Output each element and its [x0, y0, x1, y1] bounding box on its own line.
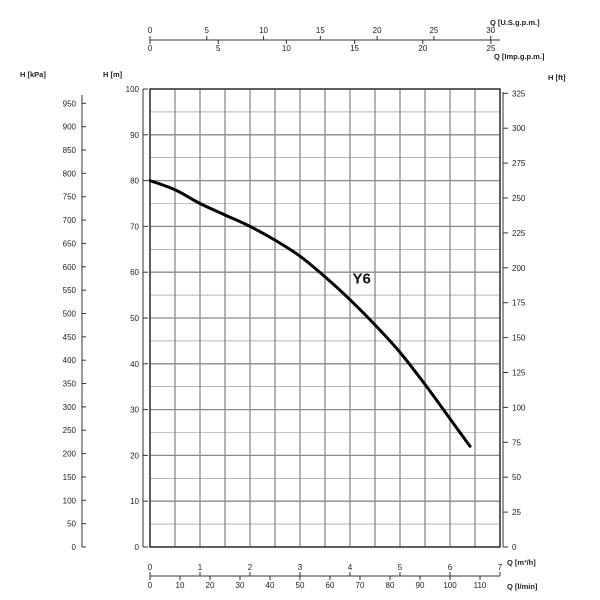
y-axis-m-tick-label: 20 — [130, 451, 139, 460]
y-axis-kpa-tick-label: 150 — [63, 473, 77, 482]
y-axis-kpa-tick-label: 550 — [63, 286, 77, 295]
y-axis-ft-tick-label: 0 — [512, 543, 517, 552]
y-axis-kpa-tick-label: 850 — [63, 146, 77, 155]
y-axis-kpa-tick-label: 300 — [63, 403, 77, 412]
x-axis-usgpm-tick-label: 20 — [373, 26, 382, 35]
x-axis-m3h-tick-label: 0 — [148, 563, 153, 572]
x-axis-usgpm-tick-label: 25 — [429, 26, 438, 35]
y-axis-ft-tick-label: 250 — [512, 194, 526, 203]
x-axis-lmin-tick-label: 90 — [416, 581, 425, 590]
curve-y6 — [148, 179, 472, 448]
bottom-axes: 0 1 2 3 4 5 6 70 10 20 30 40 50 60 70 80 90 100 110 — [148, 563, 503, 590]
x-axis-m3h-tick-label: 7 — [498, 563, 503, 572]
x-axis-lmin-title: Q [l/min] — [507, 582, 538, 591]
y-axis-kpa-tick-label: 50 — [67, 520, 76, 529]
x-axis-lmin-tick-label: 50 — [296, 581, 305, 590]
y-axis-kpa-tick-label: 500 — [63, 309, 77, 318]
x-axis-lmin-tick-label: 70 — [356, 581, 365, 590]
y-axis-m-tick-label: 80 — [130, 177, 139, 186]
x-axis-impgpm-tick-label: 25 — [487, 44, 496, 53]
y-axis-kpa-tick-label: 800 — [63, 169, 77, 178]
x-axis-impgpm-title: Q [Imp.g.p.m.] — [494, 52, 545, 61]
y-axis-m-tick-label: 0 — [135, 543, 140, 552]
top-axes: 0 5 10 15 20 25 300 5 10 15 20 25 — [148, 26, 500, 53]
x-axis-m3h-title: Q [m³/h] — [507, 558, 536, 567]
x-axis-usgpm-title: Q [U.S.g.p.m.] — [490, 18, 540, 27]
y-axis-ft-tick-label: 275 — [512, 159, 526, 168]
y-axis-m-tick-label: 30 — [130, 406, 139, 415]
y-axis-kpa-tick-label: 750 — [63, 193, 77, 202]
x-axis-impgpm-tick-label: 15 — [350, 44, 359, 53]
y-axis-m-tick-label: 70 — [130, 222, 139, 231]
y-axis-m-tick-label: 60 — [130, 268, 139, 277]
x-axis-lmin-tick-label: 20 — [206, 581, 215, 590]
y-axis-kpa-tick-label: 400 — [63, 356, 77, 365]
y-axis-ft-tick-label: 125 — [512, 369, 526, 378]
y-axis-kpa-tick-label: 450 — [63, 333, 77, 342]
y-axis-ft-tick-label: 150 — [512, 334, 526, 343]
x-axis-m3h-tick-label: 4 — [348, 563, 353, 572]
y-axis-kpa-tick-label: 350 — [63, 380, 77, 389]
y-axis-m-tick-label: 40 — [130, 360, 139, 369]
x-axis-usgpm-tick-label: 30 — [486, 26, 495, 35]
y-axis-ft-tick-label: 200 — [512, 264, 526, 273]
y-axis-ft-tick-label: 225 — [512, 229, 526, 238]
curve-label-y6: Y6 — [353, 271, 371, 288]
x-axis-usgpm-tick-label: 5 — [205, 26, 210, 35]
y-axis-kpa-title: H [kPa] — [20, 70, 46, 79]
y-axis-ft-title: H [ft] — [548, 73, 566, 82]
x-axis-lmin-tick-label: 100 — [443, 581, 457, 590]
x-axis-m3h-tick-label: 5 — [398, 563, 403, 572]
y-axis-kpa-tick-label: 950 — [63, 99, 77, 108]
x-axis-lmin-tick-label: 60 — [326, 581, 335, 590]
x-axis-m3h-tick-label: 2 — [248, 563, 253, 572]
y-axis-kpa-tick-label: 200 — [63, 450, 77, 459]
x-axis-impgpm-tick-label: 20 — [418, 44, 427, 53]
y-axis-m-tick-label: 10 — [130, 497, 139, 506]
y-axis-kpa-tick-label: 600 — [63, 263, 77, 272]
x-axis-usgpm-tick-label: 0 — [148, 26, 153, 35]
y-axis-kpa-tick-label: 900 — [63, 123, 77, 132]
y-axis-ft-tick-label: 325 — [512, 89, 526, 98]
x-axis-m3h-tick-label: 1 — [198, 563, 203, 572]
y-axis-kpa-tick-label: 100 — [63, 496, 77, 505]
x-axis-impgpm-tick-label: 10 — [282, 44, 291, 53]
x-axis-m3h-tick-label: 6 — [448, 563, 453, 572]
x-axis-lmin-tick-label: 40 — [266, 581, 275, 590]
y-axis-kpa-tick-label: 0 — [72, 543, 77, 552]
x-axis-impgpm-tick-label: 0 — [148, 44, 153, 53]
plot-frame — [149, 88, 501, 548]
y-axis-ft-tick-label: 25 — [512, 508, 521, 517]
y-axis-ft-tick-label: 100 — [512, 403, 526, 412]
x-axis-lmin-tick-label: 10 — [176, 581, 185, 590]
y-axis-ft-tick-label: 50 — [512, 473, 521, 482]
y-axis-ft-tick-label: 300 — [512, 124, 526, 133]
y-axis-kpa-tick-label: 650 — [63, 239, 77, 248]
x-axis-lmin-tick-label: 110 — [474, 581, 487, 590]
y-axis-ft-tick-label: 75 — [512, 438, 521, 447]
y-axis-kpa-tick-label: 700 — [63, 216, 77, 225]
x-axis-lmin-tick-label: 80 — [386, 581, 395, 590]
y-axis-m-tick-label: 50 — [130, 314, 139, 323]
y-axis-m-tick-label: 100 — [126, 85, 140, 94]
y-axis-m-title: H [m] — [103, 70, 123, 79]
y-axis-ft-tick-label: 175 — [512, 299, 526, 308]
curves: Y6 — [148, 179, 472, 448]
x-axis-m3h-tick-label: 3 — [298, 563, 303, 572]
x-axis-impgpm-tick-label: 5 — [216, 44, 221, 53]
x-axis-usgpm-tick-label: 15 — [316, 26, 325, 35]
x-axis-usgpm-tick-label: 10 — [259, 26, 268, 35]
x-axis-lmin-tick-label: 30 — [236, 581, 245, 590]
grid — [149, 88, 501, 548]
y-axis-kpa-tick-label: 250 — [63, 426, 77, 435]
x-axis-lmin-tick-label: 0 — [148, 581, 153, 590]
y-axis-m-tick-label: 90 — [130, 131, 139, 140]
left-axes: 0 10 20 30 40 50 60 70 80 90 100 0 50 100 150 200 250 300… — [63, 85, 148, 552]
right-axis: 0 25 50 75 100 125 150 175 200 225 250 275 300 325 — [502, 89, 526, 552]
